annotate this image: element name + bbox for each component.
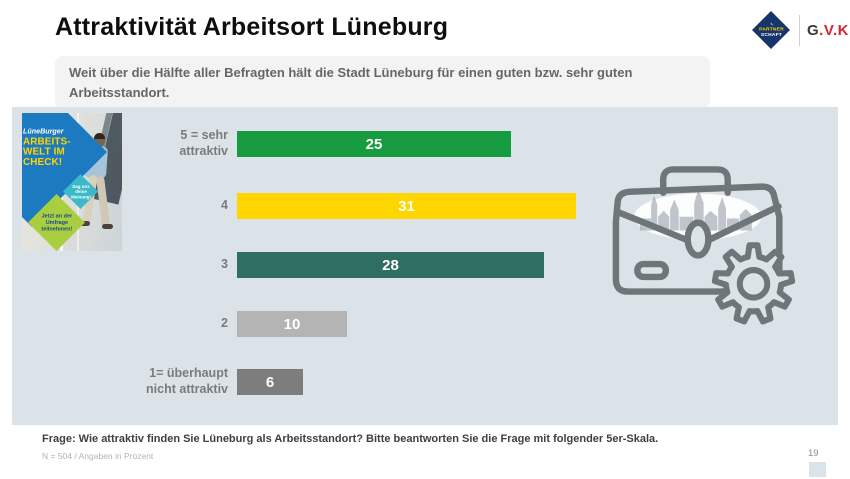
value-label: 25 — [365, 135, 383, 153]
partnership-script: ∿ — [769, 21, 773, 27]
poster-headline-line: WELT IM — [23, 145, 65, 157]
bar-row: 5 = sehr attraktiv 25 — [130, 128, 511, 158]
badge-line: teilnehmen! — [41, 225, 72, 232]
gvk-logo-dark: G — [807, 22, 820, 39]
poster-headline-line: ARBEITS- — [23, 135, 71, 147]
briefcase-body — [612, 183, 783, 295]
poster-headline-line: CHECK! — [23, 155, 63, 167]
chart-panel: LüneBurger ARBEITS- WELT IM CHECK! Sag u… — [12, 107, 838, 425]
bar: 6 — [237, 369, 303, 395]
badge-line: Sag uns — [71, 183, 90, 189]
page-number: 19 — [808, 448, 819, 459]
partnership-logo-text: ∿ PARTNER SCHAFT — [759, 22, 784, 37]
bar: 28 — [237, 252, 544, 278]
category-label: 5 = sehr attraktiv — [179, 128, 228, 158]
category-label: 4 — [221, 198, 228, 213]
category-label: 2 — [221, 316, 228, 331]
badge-line: Umfrage — [45, 219, 68, 226]
category-label: 1= überhaupt nicht attraktiv — [146, 366, 228, 396]
bar: 25 — [237, 131, 511, 157]
gear-icon — [711, 242, 796, 325]
logo-divider — [799, 15, 800, 46]
partnership-logo-icon: ∿ PARTNER SCHAFT — [752, 11, 790, 49]
bar-row: 1= überhaupt nicht attraktiv 6 — [130, 366, 303, 396]
partnership-word-top: PARTNER — [758, 26, 784, 33]
survey-poster: LüneBurger ARBEITS- WELT IM CHECK! Sag u… — [22, 113, 122, 251]
poster-headline: ARBEITS- WELT IM CHECK! — [23, 136, 71, 166]
briefcase-flap-line — [613, 208, 693, 245]
person-shoe — [102, 224, 113, 229]
corner-accent-square — [809, 462, 826, 477]
bar: 10 — [237, 311, 347, 337]
person-hair — [94, 133, 105, 139]
bar-row: 3 28 — [130, 252, 544, 278]
poster-brand: LüneBurger — [23, 127, 64, 136]
badge-line: Jetzt an der — [41, 212, 72, 219]
briefcase-handle — [659, 166, 731, 196]
value-label: 28 — [382, 256, 399, 274]
person-head — [94, 135, 105, 147]
briefcase-flap-line — [703, 203, 782, 245]
briefcase-slot — [634, 260, 670, 281]
bar: 31 — [237, 193, 576, 219]
page-title: Attraktivität Arbeitsort Lüneburg — [55, 13, 449, 41]
value-label: 6 — [265, 373, 275, 391]
badge-line: deine — [74, 188, 87, 194]
poster-teal-badge-text: Sag uns deine Meinung! — [71, 184, 91, 200]
bar-row: 4 31 — [130, 193, 576, 219]
value-label: 31 — [398, 197, 415, 215]
value-label: 10 — [283, 315, 301, 333]
header-logos: ∿ PARTNER SCHAFT G.V.K. — [750, 10, 850, 52]
category-label: 3 — [221, 257, 228, 272]
poster-headline-block: LüneBurger ARBEITS- WELT IM CHECK! — [23, 127, 71, 167]
gvk-logo: G.V.K. — [807, 22, 850, 39]
footer-note: N = 504 / Angaben in Prozent — [42, 451, 154, 461]
footer-question: Frage: Wie attraktiv finden Sie Lüneburg… — [42, 433, 659, 445]
key-message: Weit über die Hälfte aller Befragten häl… — [55, 56, 710, 109]
briefcase-clasp — [684, 219, 712, 259]
badge-line: Meinung! — [70, 194, 91, 200]
partnership-word-bottom: SCHAFT — [760, 31, 782, 38]
gvk-logo-red: .V.K. — [819, 22, 850, 39]
briefcase-gear-icon — [612, 166, 796, 325]
bar-row: 2 10 — [130, 311, 347, 337]
poster-green-badge-text: Jetzt an der Umfrage teilnehmen! — [41, 213, 72, 233]
person-shoe — [79, 221, 90, 226]
